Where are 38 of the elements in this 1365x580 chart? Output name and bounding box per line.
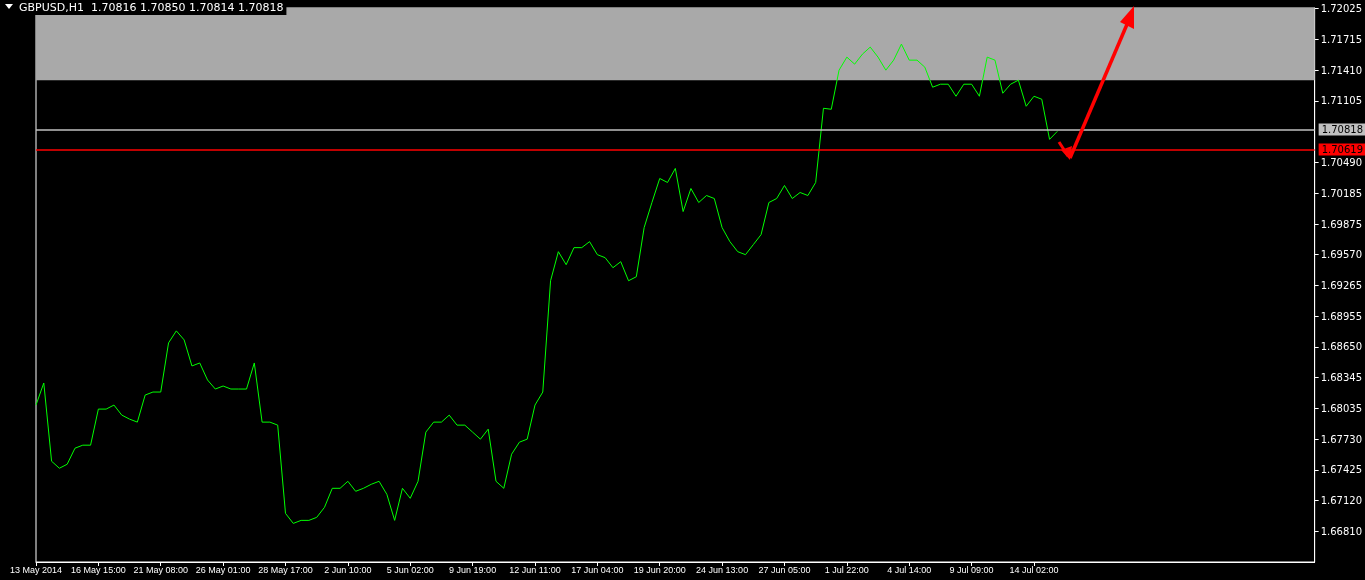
x-tick-label: 27 Jun 05:00 [758, 564, 811, 575]
y-tick-label: 1.66810 [1320, 525, 1363, 537]
y-tick-label: 1.69875 [1320, 218, 1363, 230]
x-tick-label: 24 Jun 13:00 [696, 564, 749, 575]
y-tick-label: 1.68345 [1320, 372, 1363, 383]
y-tick-label: 1.72025 [1320, 3, 1363, 14]
x-tick-label: 2 Jun 10:00 [324, 564, 372, 575]
x-tick-label: 26 May 01:00 [195, 564, 251, 575]
y-tick-label: 1.68955 [1320, 310, 1363, 322]
y-tick-label: 1.69265 [1320, 279, 1363, 291]
x-tick-label: 5 Jun 02:00 [386, 564, 434, 575]
y-tick-label: 1.68650 [1320, 341, 1363, 353]
y-tick-label: 1.67425 [1320, 464, 1363, 476]
y-tick-label: 1.71410 [1320, 64, 1363, 76]
x-tick-label: 28 May 17:00 [258, 564, 313, 575]
x-tick-label: 14 Jul 02:00 [1009, 564, 1059, 575]
y-tick-label: 1.71715 [1320, 34, 1363, 46]
y-tick-label: 1.70185 [1320, 187, 1363, 199]
x-tick-label: 12 Jun 11:00 [509, 564, 561, 575]
x-tick-label: 9 Jun 19:00 [449, 564, 497, 575]
x-tick-label: 13 May 2014 [9, 564, 63, 575]
x-tick-label: 21 May 08:00 [133, 564, 189, 575]
x-tick-label: 9 Jul 09:00 [949, 564, 994, 575]
line-series [35, 43, 1058, 524]
y-tick-label: 1.69570 [1320, 249, 1363, 261]
x-tick-label: 17 Jun 04:00 [571, 564, 624, 575]
y-tick-label: 1.68035 [1320, 403, 1363, 415]
y-tick-label: 1.71105 [1320, 95, 1363, 107]
y-tick-label: 1.70490 [1320, 156, 1363, 168]
x-tick-label: 1 Jul 22:00 [824, 564, 869, 575]
ref-line-label: 1.70619 [1321, 143, 1364, 155]
x-tick-label: 19 Jun 20:00 [633, 564, 686, 575]
y-tick-label: 1.67730 [1320, 433, 1363, 445]
x-tick-label: 4 Jul 14:00 [887, 564, 932, 575]
chart-title: GBPUSD,H1 1.70816 1.70850 1.70814 1.70818 [19, 1, 284, 14]
x-tick-label: 16 May 15:00 [71, 564, 126, 575]
y-tick-label: 1.67120 [1320, 494, 1363, 506]
ref-line-label: 1.70818 [1321, 124, 1364, 136]
